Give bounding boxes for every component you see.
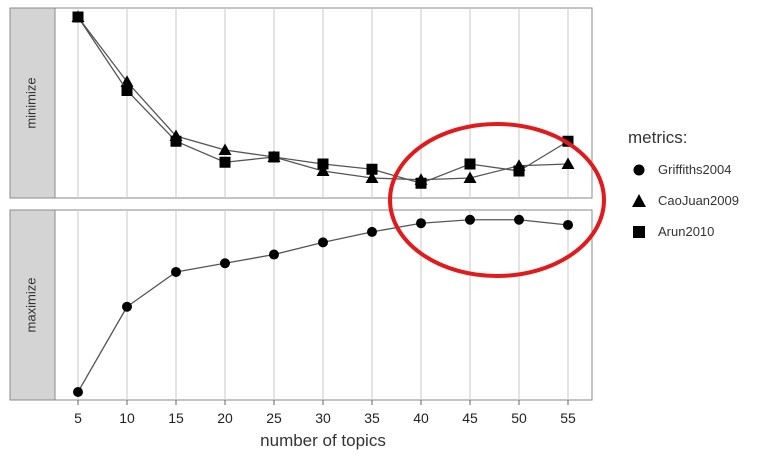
x-tick-label: 50 xyxy=(511,410,527,426)
circle-point-griffiths2004 xyxy=(514,214,524,225)
x-tick-label: 10 xyxy=(119,410,135,426)
x-tick-label: 5 xyxy=(74,410,82,426)
x-tick-label: 30 xyxy=(315,410,331,426)
legend-label: CaoJuan2009 xyxy=(658,193,739,208)
square-point-arun2010 xyxy=(268,151,280,163)
x-tick-label: 40 xyxy=(413,410,429,426)
strip-label-minimize: minimize xyxy=(23,77,38,128)
circle-point-griffiths2004 xyxy=(367,226,377,237)
circle-point-griffiths2004 xyxy=(269,249,279,260)
square-point-arun2010 xyxy=(366,163,378,175)
x-axis: 5 10 15 20 25 30 35 40 45 50 55 xyxy=(74,400,576,426)
x-tick-label: 35 xyxy=(364,410,380,426)
square-marker-icon xyxy=(633,225,645,238)
circle-marker-icon xyxy=(633,164,645,175)
circle-point-griffiths2004 xyxy=(465,214,475,225)
legend-label: Griffiths2004 xyxy=(658,162,732,177)
square-point-arun2010 xyxy=(415,177,427,189)
square-point-arun2010 xyxy=(170,135,182,147)
square-point-arun2010 xyxy=(121,85,133,96)
x-tick-label: 20 xyxy=(217,410,233,426)
x-tick-label: 45 xyxy=(462,410,478,426)
triangle-point-caojuan2009 xyxy=(463,171,477,183)
square-point-arun2010 xyxy=(219,156,231,168)
circle-point-griffiths2004 xyxy=(416,218,426,229)
legend-label: Arun2010 xyxy=(658,224,715,239)
circle-point-griffiths2004 xyxy=(318,237,328,248)
circle-point-griffiths2004 xyxy=(563,219,573,230)
triangle-point-caojuan2009 xyxy=(365,171,379,183)
triangle-point-caojuan2009 xyxy=(218,143,232,155)
panel-minimize: minimize xyxy=(9,7,593,199)
series-minimize xyxy=(71,10,575,189)
triangle-point-caojuan2009 xyxy=(561,157,575,169)
legend-item-arun2010: Arun2010 xyxy=(628,216,739,247)
triangle-point-caojuan2009 xyxy=(120,75,134,87)
circle-point-griffiths2004 xyxy=(122,301,132,312)
chart-canvas: minimize maximize 5 10 15 20 25 30 35 40 45 50 55 … xyxy=(9,7,606,450)
legend: metrics: Griffiths2004 CaoJuan2009 Arun2… xyxy=(628,128,739,247)
circle-point-griffiths2004 xyxy=(220,258,230,269)
x-tick-label: 25 xyxy=(266,410,282,426)
strip-maximize xyxy=(9,209,56,401)
x-axis-title: number of topics xyxy=(260,431,386,450)
strip-label-maximize: maximize xyxy=(23,278,38,333)
strip-minimize xyxy=(9,7,56,199)
legend-item-griffiths2004: Griffiths2004 xyxy=(628,154,739,185)
legend-item-caojuan2009: CaoJuan2009 xyxy=(628,185,739,216)
series-maximize xyxy=(73,214,573,397)
circle-point-griffiths2004 xyxy=(171,266,181,277)
triangle-marker-icon xyxy=(632,193,646,207)
square-point-arun2010 xyxy=(317,158,329,170)
legend-title: metrics: xyxy=(628,128,688,147)
triangle-point-caojuan2009 xyxy=(316,164,330,176)
x-tick-label: 55 xyxy=(560,410,576,426)
gridlines-maximize xyxy=(77,210,569,400)
circle-point-griffiths2004 xyxy=(73,387,83,397)
panel-maximize: maximize xyxy=(9,209,593,401)
square-point-arun2010 xyxy=(464,158,476,170)
x-tick-label: 15 xyxy=(168,410,184,426)
highlight-ellipse xyxy=(388,122,606,278)
square-point-arun2010 xyxy=(513,165,525,177)
square-point-arun2010 xyxy=(72,11,84,23)
